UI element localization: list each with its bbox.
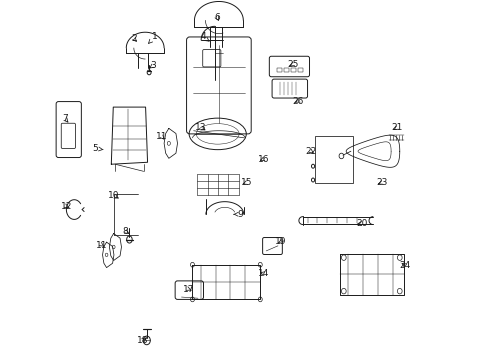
- Text: 6: 6: [214, 13, 219, 22]
- Text: 1: 1: [148, 32, 157, 44]
- Text: 3: 3: [149, 61, 156, 70]
- Text: 11: 11: [96, 240, 107, 249]
- Text: 26: 26: [291, 97, 303, 106]
- Text: 23: 23: [375, 178, 386, 187]
- Text: 18: 18: [137, 336, 148, 345]
- Text: 5: 5: [92, 144, 103, 153]
- Text: 17: 17: [183, 285, 194, 294]
- Text: 16: 16: [257, 154, 268, 163]
- Text: 14: 14: [257, 269, 268, 278]
- Text: 10: 10: [108, 191, 119, 200]
- Text: 12: 12: [61, 202, 72, 211]
- Text: 19: 19: [274, 237, 286, 246]
- Bar: [276, 68, 281, 72]
- Bar: [298, 68, 302, 72]
- Text: 22: 22: [305, 147, 316, 156]
- Bar: [290, 68, 295, 72]
- Text: 2: 2: [131, 35, 137, 44]
- Text: 21: 21: [391, 123, 402, 132]
- Text: 24: 24: [399, 261, 410, 270]
- Text: 4: 4: [200, 32, 209, 41]
- Text: 8: 8: [122, 227, 128, 236]
- Bar: [314, 136, 352, 183]
- Text: 25: 25: [286, 60, 298, 69]
- Text: 15: 15: [240, 178, 252, 187]
- Text: 7: 7: [62, 114, 68, 123]
- Bar: [284, 68, 288, 72]
- Text: 9: 9: [234, 210, 242, 219]
- Text: 20: 20: [356, 219, 367, 228]
- Text: 11: 11: [156, 132, 167, 141]
- Text: 13: 13: [194, 123, 205, 132]
